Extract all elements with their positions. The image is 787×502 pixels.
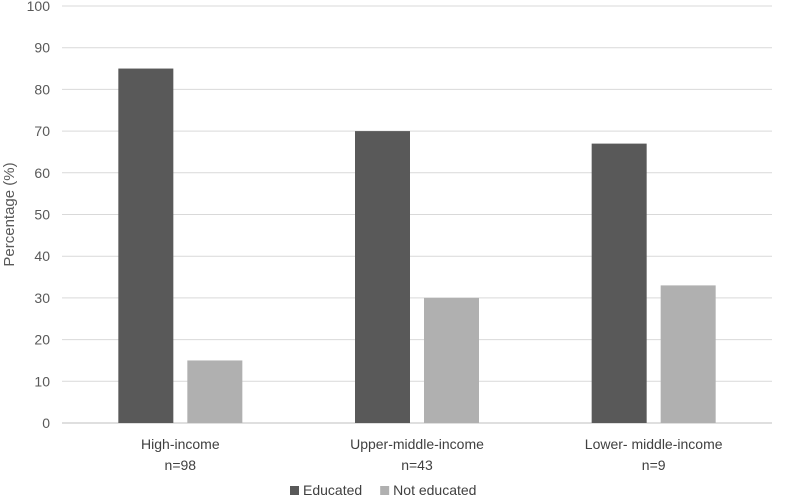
y-tick-label: 50 — [34, 207, 50, 223]
bar-not-educated — [424, 297, 479, 423]
x-category-sublabel: n=43 — [401, 457, 433, 473]
y-tick-label: 10 — [34, 373, 50, 389]
x-category-sublabel: n=9 — [642, 457, 666, 473]
y-tick-label: 20 — [34, 332, 50, 348]
y-tick-label: 0 — [42, 415, 50, 431]
y-axis-title: Percentage (%) — [1, 162, 18, 266]
legend-swatch — [380, 486, 390, 495]
legend-swatch — [290, 486, 299, 495]
x-category-label: High-income — [141, 436, 220, 452]
y-tick-label: 70 — [34, 123, 50, 139]
x-category-label: Upper-middle-income — [350, 436, 484, 452]
bar-not-educated — [187, 360, 243, 423]
x-axis-category-labels: High-income n=98 Upper-middle-income n=43 Lo… — [141, 436, 723, 473]
gridlines — [62, 5, 772, 424]
bars — [118, 68, 716, 424]
bar-not-educated — [660, 285, 716, 423]
y-tick-label: 100 — [27, 0, 51, 14]
bar-educated — [118, 68, 174, 424]
y-tick-label: 30 — [34, 290, 50, 306]
bar-educated — [591, 143, 647, 424]
y-tick-label: 90 — [34, 40, 50, 56]
y-axis-tick-labels: 0 10 20 30 40 50 60 70 80 90 100 — [27, 0, 51, 431]
legend: Educated Not educated — [290, 482, 476, 498]
x-category-sublabel: n=98 — [165, 457, 197, 473]
bar-educated — [355, 131, 410, 423]
y-tick-label: 60 — [34, 165, 50, 181]
legend-label: Not educated — [393, 482, 476, 498]
x-category-label: Lower- middle-income — [585, 436, 723, 452]
y-tick-label: 80 — [34, 81, 50, 97]
y-tick-label: 40 — [34, 248, 50, 264]
legend-label: Educated — [303, 482, 362, 498]
